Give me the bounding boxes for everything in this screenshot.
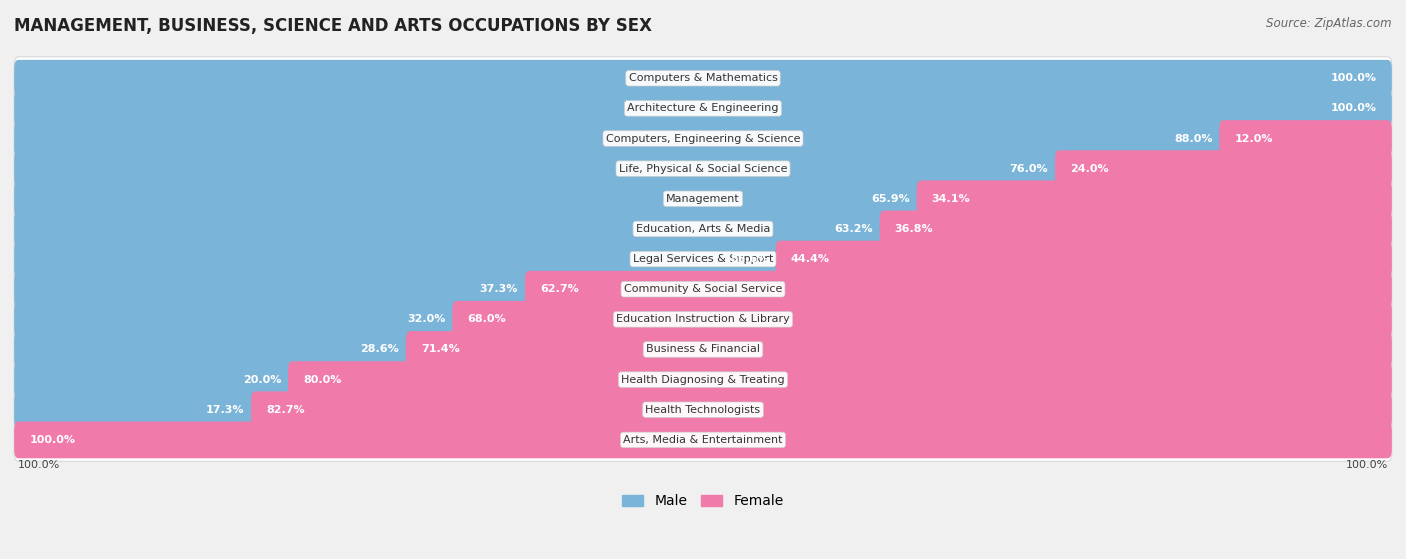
FancyBboxPatch shape	[14, 117, 1392, 160]
Text: 80.0%: 80.0%	[304, 375, 342, 385]
Text: Computers & Mathematics: Computers & Mathematics	[628, 73, 778, 83]
Text: 100.0%: 100.0%	[1330, 103, 1376, 113]
FancyBboxPatch shape	[524, 271, 1392, 307]
Text: Health Diagnosing & Treating: Health Diagnosing & Treating	[621, 375, 785, 385]
FancyBboxPatch shape	[14, 391, 259, 428]
Text: 32.0%: 32.0%	[408, 314, 446, 324]
FancyBboxPatch shape	[14, 60, 1392, 97]
Text: Arts, Media & Entertainment: Arts, Media & Entertainment	[623, 435, 783, 445]
FancyBboxPatch shape	[14, 419, 1392, 461]
FancyBboxPatch shape	[1219, 120, 1392, 157]
Text: Community & Social Service: Community & Social Service	[624, 284, 782, 294]
FancyBboxPatch shape	[14, 57, 1392, 100]
FancyBboxPatch shape	[406, 331, 1392, 368]
FancyBboxPatch shape	[917, 181, 1392, 217]
Text: Education Instruction & Library: Education Instruction & Library	[616, 314, 790, 324]
FancyBboxPatch shape	[453, 301, 1392, 338]
FancyBboxPatch shape	[880, 211, 1392, 247]
Text: 82.7%: 82.7%	[266, 405, 305, 415]
Text: 100.0%: 100.0%	[1330, 73, 1376, 83]
Text: 68.0%: 68.0%	[467, 314, 506, 324]
FancyBboxPatch shape	[14, 211, 887, 247]
Text: Health Technologists: Health Technologists	[645, 405, 761, 415]
FancyBboxPatch shape	[14, 328, 1392, 371]
Text: 76.0%: 76.0%	[1010, 164, 1047, 174]
Text: 37.3%: 37.3%	[479, 284, 519, 294]
Text: 88.0%: 88.0%	[1174, 134, 1212, 144]
Text: 36.8%: 36.8%	[894, 224, 934, 234]
Text: 24.0%: 24.0%	[1070, 164, 1109, 174]
Text: Computers, Engineering & Science: Computers, Engineering & Science	[606, 134, 800, 144]
Text: Education, Arts & Media: Education, Arts & Media	[636, 224, 770, 234]
Text: 17.3%: 17.3%	[205, 405, 245, 415]
FancyBboxPatch shape	[14, 241, 783, 277]
FancyBboxPatch shape	[14, 238, 1392, 281]
Text: 55.6%: 55.6%	[730, 254, 769, 264]
FancyBboxPatch shape	[14, 358, 1392, 401]
Legend: Male, Female: Male, Female	[617, 489, 789, 514]
FancyBboxPatch shape	[14, 181, 925, 217]
Text: Life, Physical & Social Science: Life, Physical & Social Science	[619, 164, 787, 174]
Text: 20.0%: 20.0%	[243, 375, 281, 385]
Text: Architecture & Engineering: Architecture & Engineering	[627, 103, 779, 113]
FancyBboxPatch shape	[14, 177, 1392, 220]
Text: 100.0%: 100.0%	[1346, 459, 1388, 470]
FancyBboxPatch shape	[14, 207, 1392, 250]
Text: Source: ZipAtlas.com: Source: ZipAtlas.com	[1267, 17, 1392, 30]
FancyBboxPatch shape	[288, 361, 1392, 398]
FancyBboxPatch shape	[252, 391, 1392, 428]
Text: 71.4%: 71.4%	[420, 344, 460, 354]
FancyBboxPatch shape	[14, 147, 1392, 190]
Text: 28.6%: 28.6%	[360, 344, 399, 354]
Text: Management: Management	[666, 194, 740, 204]
FancyBboxPatch shape	[14, 389, 1392, 431]
Text: 65.9%: 65.9%	[872, 194, 910, 204]
Text: Business & Financial: Business & Financial	[645, 344, 761, 354]
Text: 12.0%: 12.0%	[1234, 134, 1272, 144]
FancyBboxPatch shape	[14, 421, 1392, 458]
Text: 63.2%: 63.2%	[834, 224, 873, 234]
Text: MANAGEMENT, BUSINESS, SCIENCE AND ARTS OCCUPATIONS BY SEX: MANAGEMENT, BUSINESS, SCIENCE AND ARTS O…	[14, 17, 652, 35]
Text: Legal Services & Support: Legal Services & Support	[633, 254, 773, 264]
Text: 44.4%: 44.4%	[790, 254, 830, 264]
FancyBboxPatch shape	[1054, 150, 1392, 187]
FancyBboxPatch shape	[14, 150, 1063, 187]
FancyBboxPatch shape	[14, 120, 1227, 157]
FancyBboxPatch shape	[14, 361, 297, 398]
Text: 100.0%: 100.0%	[18, 459, 60, 470]
FancyBboxPatch shape	[14, 331, 413, 368]
FancyBboxPatch shape	[14, 271, 533, 307]
FancyBboxPatch shape	[14, 301, 461, 338]
Text: 100.0%: 100.0%	[30, 435, 76, 445]
FancyBboxPatch shape	[14, 90, 1392, 127]
FancyBboxPatch shape	[14, 268, 1392, 311]
FancyBboxPatch shape	[14, 298, 1392, 341]
Text: 34.1%: 34.1%	[932, 194, 970, 204]
FancyBboxPatch shape	[776, 241, 1392, 277]
FancyBboxPatch shape	[14, 87, 1392, 130]
Text: 62.7%: 62.7%	[540, 284, 579, 294]
